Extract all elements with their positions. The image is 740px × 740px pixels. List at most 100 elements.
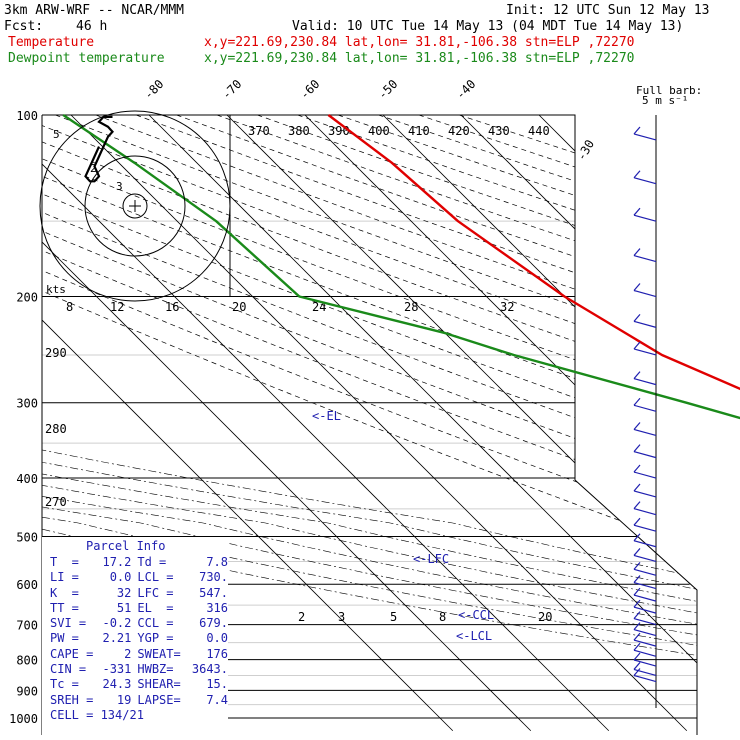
moist-adiabat-line <box>42 296 697 732</box>
hodograph-ring <box>39 110 231 302</box>
hodograph-ring-label: 2 <box>90 162 97 175</box>
wind-barb <box>633 133 657 141</box>
hodograph-units-label: kts <box>46 283 66 296</box>
dry-adiabat-line <box>459 115 697 732</box>
isotherm-label: -50 <box>375 77 400 102</box>
parcel-info-cell-text: 19 <box>116 692 132 707</box>
isotherm-line <box>148 115 697 732</box>
wind-barb <box>633 490 657 498</box>
parcel-info-cell-text: 0.0 <box>109 570 132 585</box>
wind-barb <box>633 674 657 683</box>
wind-barb-title: Full barb: <box>636 84 702 97</box>
parcel-info-cell-text: 3643. <box>191 662 228 677</box>
parcel-info-row: LI = 0.0 LCL = 730. <box>42 570 228 585</box>
wind-barb-flag <box>633 464 641 473</box>
parcel-info-panel: Parcel Info T = 17.2 Td = 7.8 LI = 0.0 LCL = 73… <box>42 537 228 735</box>
mixing-ratio-label: 3 <box>338 610 345 624</box>
parcel-info-cell-text: 2 <box>124 646 132 661</box>
wind-barb <box>633 659 657 667</box>
pressure-tick-label: 400 <box>16 472 38 486</box>
wind-barb <box>633 320 657 328</box>
parcel-info-cell-text: Td = <box>137 555 167 569</box>
parcel-info-row: TT = 51 EL = 316 <box>42 601 228 616</box>
parcel-info-cell-text: 15. <box>206 677 228 692</box>
wind-barb-flag <box>633 170 641 179</box>
theta-label: 280 <box>45 422 67 436</box>
parcel-info-row: T = 17.2 Td = 7.8 <box>42 555 228 570</box>
isotherm-label: -40 <box>453 77 478 102</box>
theta-label: 270 <box>45 495 67 509</box>
isotherm-label: -30 <box>574 137 597 163</box>
wind-barb-flag <box>633 652 641 661</box>
parcel-info-cell-text: CAPE = <box>50 646 94 661</box>
parcel-info-cell-text: 32 <box>116 585 132 600</box>
parcel-info-cell-text: 730. <box>199 570 228 585</box>
wind-barb <box>633 508 657 516</box>
level-annotation: <-LFC <box>413 552 449 566</box>
wind-barb-flag <box>633 642 641 651</box>
theta-e-label: 390 <box>328 124 350 138</box>
wind-barb-flag <box>633 517 641 526</box>
parcel-info-cell-text: EL = <box>137 600 174 615</box>
hodograph-ring-label: 5 <box>53 128 60 141</box>
theta-e-label: 420 <box>448 124 470 138</box>
isotherm-label: -80 <box>141 77 166 102</box>
parcel-info-cell-text: SHEAR= <box>137 677 181 692</box>
hodograph-speed-label: 32 <box>500 300 514 314</box>
wind-barb-flag <box>633 561 641 570</box>
isotherm-line <box>42 115 454 732</box>
wind-barb-flag <box>633 668 641 676</box>
wind-barb-flag <box>633 501 641 510</box>
parcel-info-row: SVI = -0.2 CCL = 679. <box>42 616 228 631</box>
parcel-info-cell-text: CIN = <box>50 662 87 677</box>
wind-barb <box>633 606 657 614</box>
wind-barb <box>633 214 657 222</box>
parcel-info-cell-text: CCL = <box>137 616 174 631</box>
hodograph: 5 2 3 <box>39 110 231 302</box>
pressure-tick-label: 300 <box>16 397 38 411</box>
pressure-tick-label: 600 <box>16 578 38 592</box>
pressure-tick-label: 900 <box>16 684 38 698</box>
isotherm-line <box>42 115 532 732</box>
moist-adiabat-line <box>42 296 697 732</box>
isotherm-line <box>694 115 697 732</box>
level-annotation: <-LCL <box>456 629 492 643</box>
pressure-tick-label: 100 <box>16 109 38 123</box>
parcel-info-cell-text: PW = <box>50 631 79 646</box>
dry-adiabat-line <box>42 115 697 732</box>
wind-barb-flag <box>633 611 641 619</box>
valid-time: Valid: 10 UTC Tue 14 May 13 (04 MDT Tue … <box>292 19 683 34</box>
wind-barb <box>633 404 657 412</box>
mixing-ratio-label: 8 <box>439 610 446 624</box>
parcel-info-cell-text: LFC = <box>137 585 174 600</box>
dewpoint-legend: Dewpoint temperature <box>8 51 165 66</box>
wind-barb-flag <box>633 371 641 380</box>
parcel-info-row: K = 32 LFC = 547. <box>42 586 228 601</box>
wind-barb-flag <box>633 397 641 406</box>
chart-frame <box>42 114 698 735</box>
parcel-info-row: CIN = -331 HWBZ= 3643. <box>42 662 228 677</box>
moist-adiabat-line <box>42 296 697 732</box>
parcel-info-row: CAPE = 2 SWEAT= 176 <box>42 647 228 662</box>
theta-e-label: 400 <box>368 124 390 138</box>
mixing-ratio-label: 2 <box>298 610 305 624</box>
parcel-info-cell-text: T = <box>50 555 79 569</box>
theta-e-label: 440 <box>528 124 550 138</box>
parcel-info-title: Parcel Info <box>86 539 166 553</box>
wind-barb-units: 5 m s⁻¹ <box>642 94 688 107</box>
wind-barb <box>633 649 657 657</box>
parcel-info-row: SREH = 19 LAPSE= 7.4 <box>42 693 228 708</box>
dry-adiabat-line <box>337 115 697 732</box>
parcel-info-row: Tc = 24.3 SHEAR= 15. <box>42 677 228 692</box>
isotherm-label: -70 <box>219 77 244 102</box>
parcel-info-cell-text: 7.8 <box>206 555 228 569</box>
moist-adiabat-line <box>42 296 697 732</box>
parcel-info-cell-text: 679. <box>199 616 228 631</box>
mixing-ratio-label: 5 <box>390 610 397 624</box>
wind-barb <box>633 581 657 590</box>
parcel-info-cell-text: SVI = <box>50 616 87 631</box>
theta-e-label: 380 <box>288 124 310 138</box>
isotherm-line <box>382 115 697 732</box>
wind-barb <box>633 540 657 548</box>
